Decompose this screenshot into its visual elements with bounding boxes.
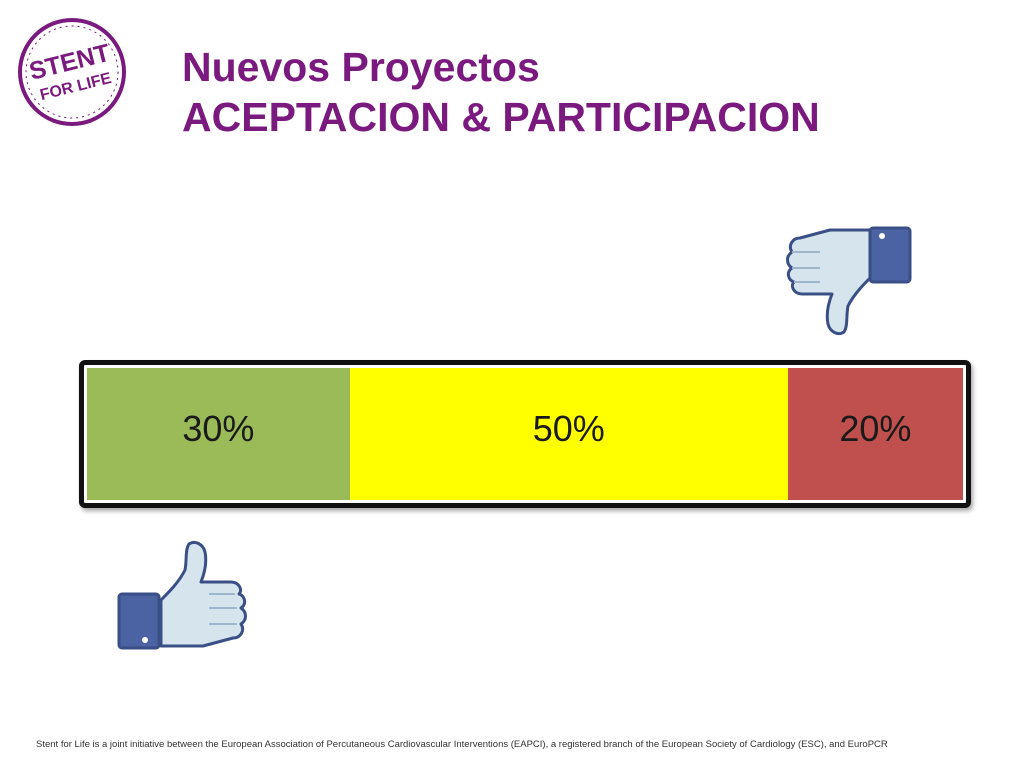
thumbs-down-icon bbox=[786, 226, 912, 336]
slide-title: Nuevos Proyectos ACEPTACION & PARTICIPAC… bbox=[182, 42, 820, 142]
footer-note: Stent for Life is a joint initiative bet… bbox=[36, 739, 888, 750]
stacked-bar: 30% 50% 20% bbox=[87, 368, 963, 500]
stent-for-life-logo: STENT FOR LIFE bbox=[18, 18, 126, 126]
bar-segment-label: 30% bbox=[182, 408, 255, 449]
bar-segment-label: 20% bbox=[839, 408, 912, 449]
thumbs-up-icon bbox=[117, 540, 247, 650]
title-line-2: ACEPTACION & PARTICIPACION bbox=[182, 94, 820, 140]
bar-segment-2: 50% bbox=[349, 368, 788, 500]
title-line-1: Nuevos Proyectos bbox=[182, 44, 540, 90]
bar-segment-3: 20% bbox=[787, 368, 963, 500]
bar-segment-1: 30% bbox=[87, 368, 350, 500]
bar-segment-label: 50% bbox=[532, 408, 605, 449]
stacked-bar-chart: 30% 50% 20% bbox=[79, 360, 971, 508]
